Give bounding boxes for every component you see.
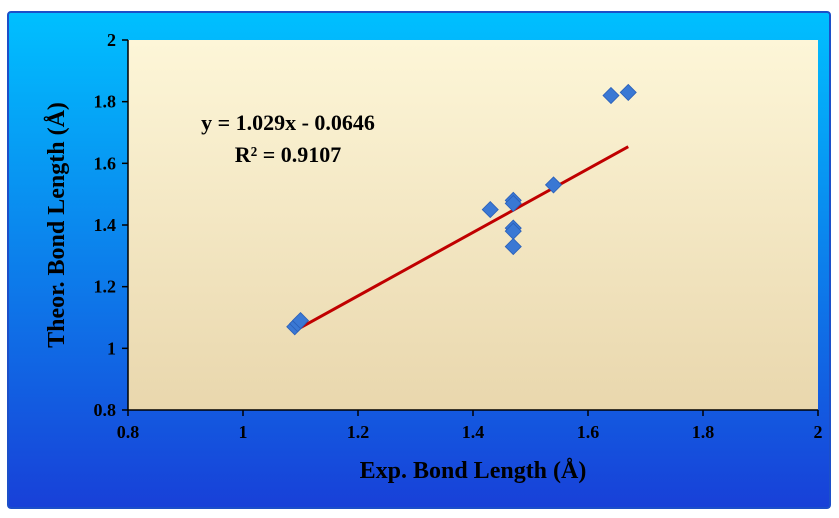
x-tick-label: 1.2 <box>347 422 370 442</box>
trendline-equation: y = 1.029x - 0.0646 <box>201 110 375 135</box>
data-point-marker <box>504 194 522 212</box>
x-tick-label: 0.8 <box>117 422 140 442</box>
data-point-marker <box>504 238 522 256</box>
x-tick-label: 1.4 <box>462 422 485 442</box>
trendline <box>294 145 629 333</box>
y-tick-label: 1 <box>107 338 116 358</box>
y-tick-label: 2 <box>107 30 116 50</box>
data-point-marker <box>619 83 637 101</box>
x-tick-label: 1 <box>239 422 248 442</box>
x-tick-label: 2 <box>814 422 823 442</box>
data-point-marker <box>602 86 620 105</box>
y-axis-title: Theor. Bond Length (Å) <box>44 102 70 348</box>
y-tick-label: 0.8 <box>94 400 117 420</box>
data-point-marker <box>481 201 499 219</box>
x-tick-label: 1.6 <box>577 422 600 442</box>
y-tick-label: 1.8 <box>94 92 117 112</box>
r-squared-label: R² = 0.9107 <box>235 142 342 167</box>
data-point-marker <box>291 312 310 330</box>
plot-area <box>128 40 818 410</box>
data-point-marker <box>544 176 563 194</box>
data-points <box>286 83 637 336</box>
y-tick-label: 1.6 <box>94 153 117 173</box>
ticks: 0.8 1 1.2 1.4 1.6 1.8 2 0.8 1 1.2 1.4 1.6 1.8 2 <box>94 30 823 442</box>
y-tick-label: 1.4 <box>94 215 117 235</box>
x-axis-title: Exp. Bond Length (Å) <box>360 458 587 484</box>
x-tick-label: 1.8 <box>692 422 715 442</box>
y-tick-label: 1.2 <box>94 277 117 297</box>
